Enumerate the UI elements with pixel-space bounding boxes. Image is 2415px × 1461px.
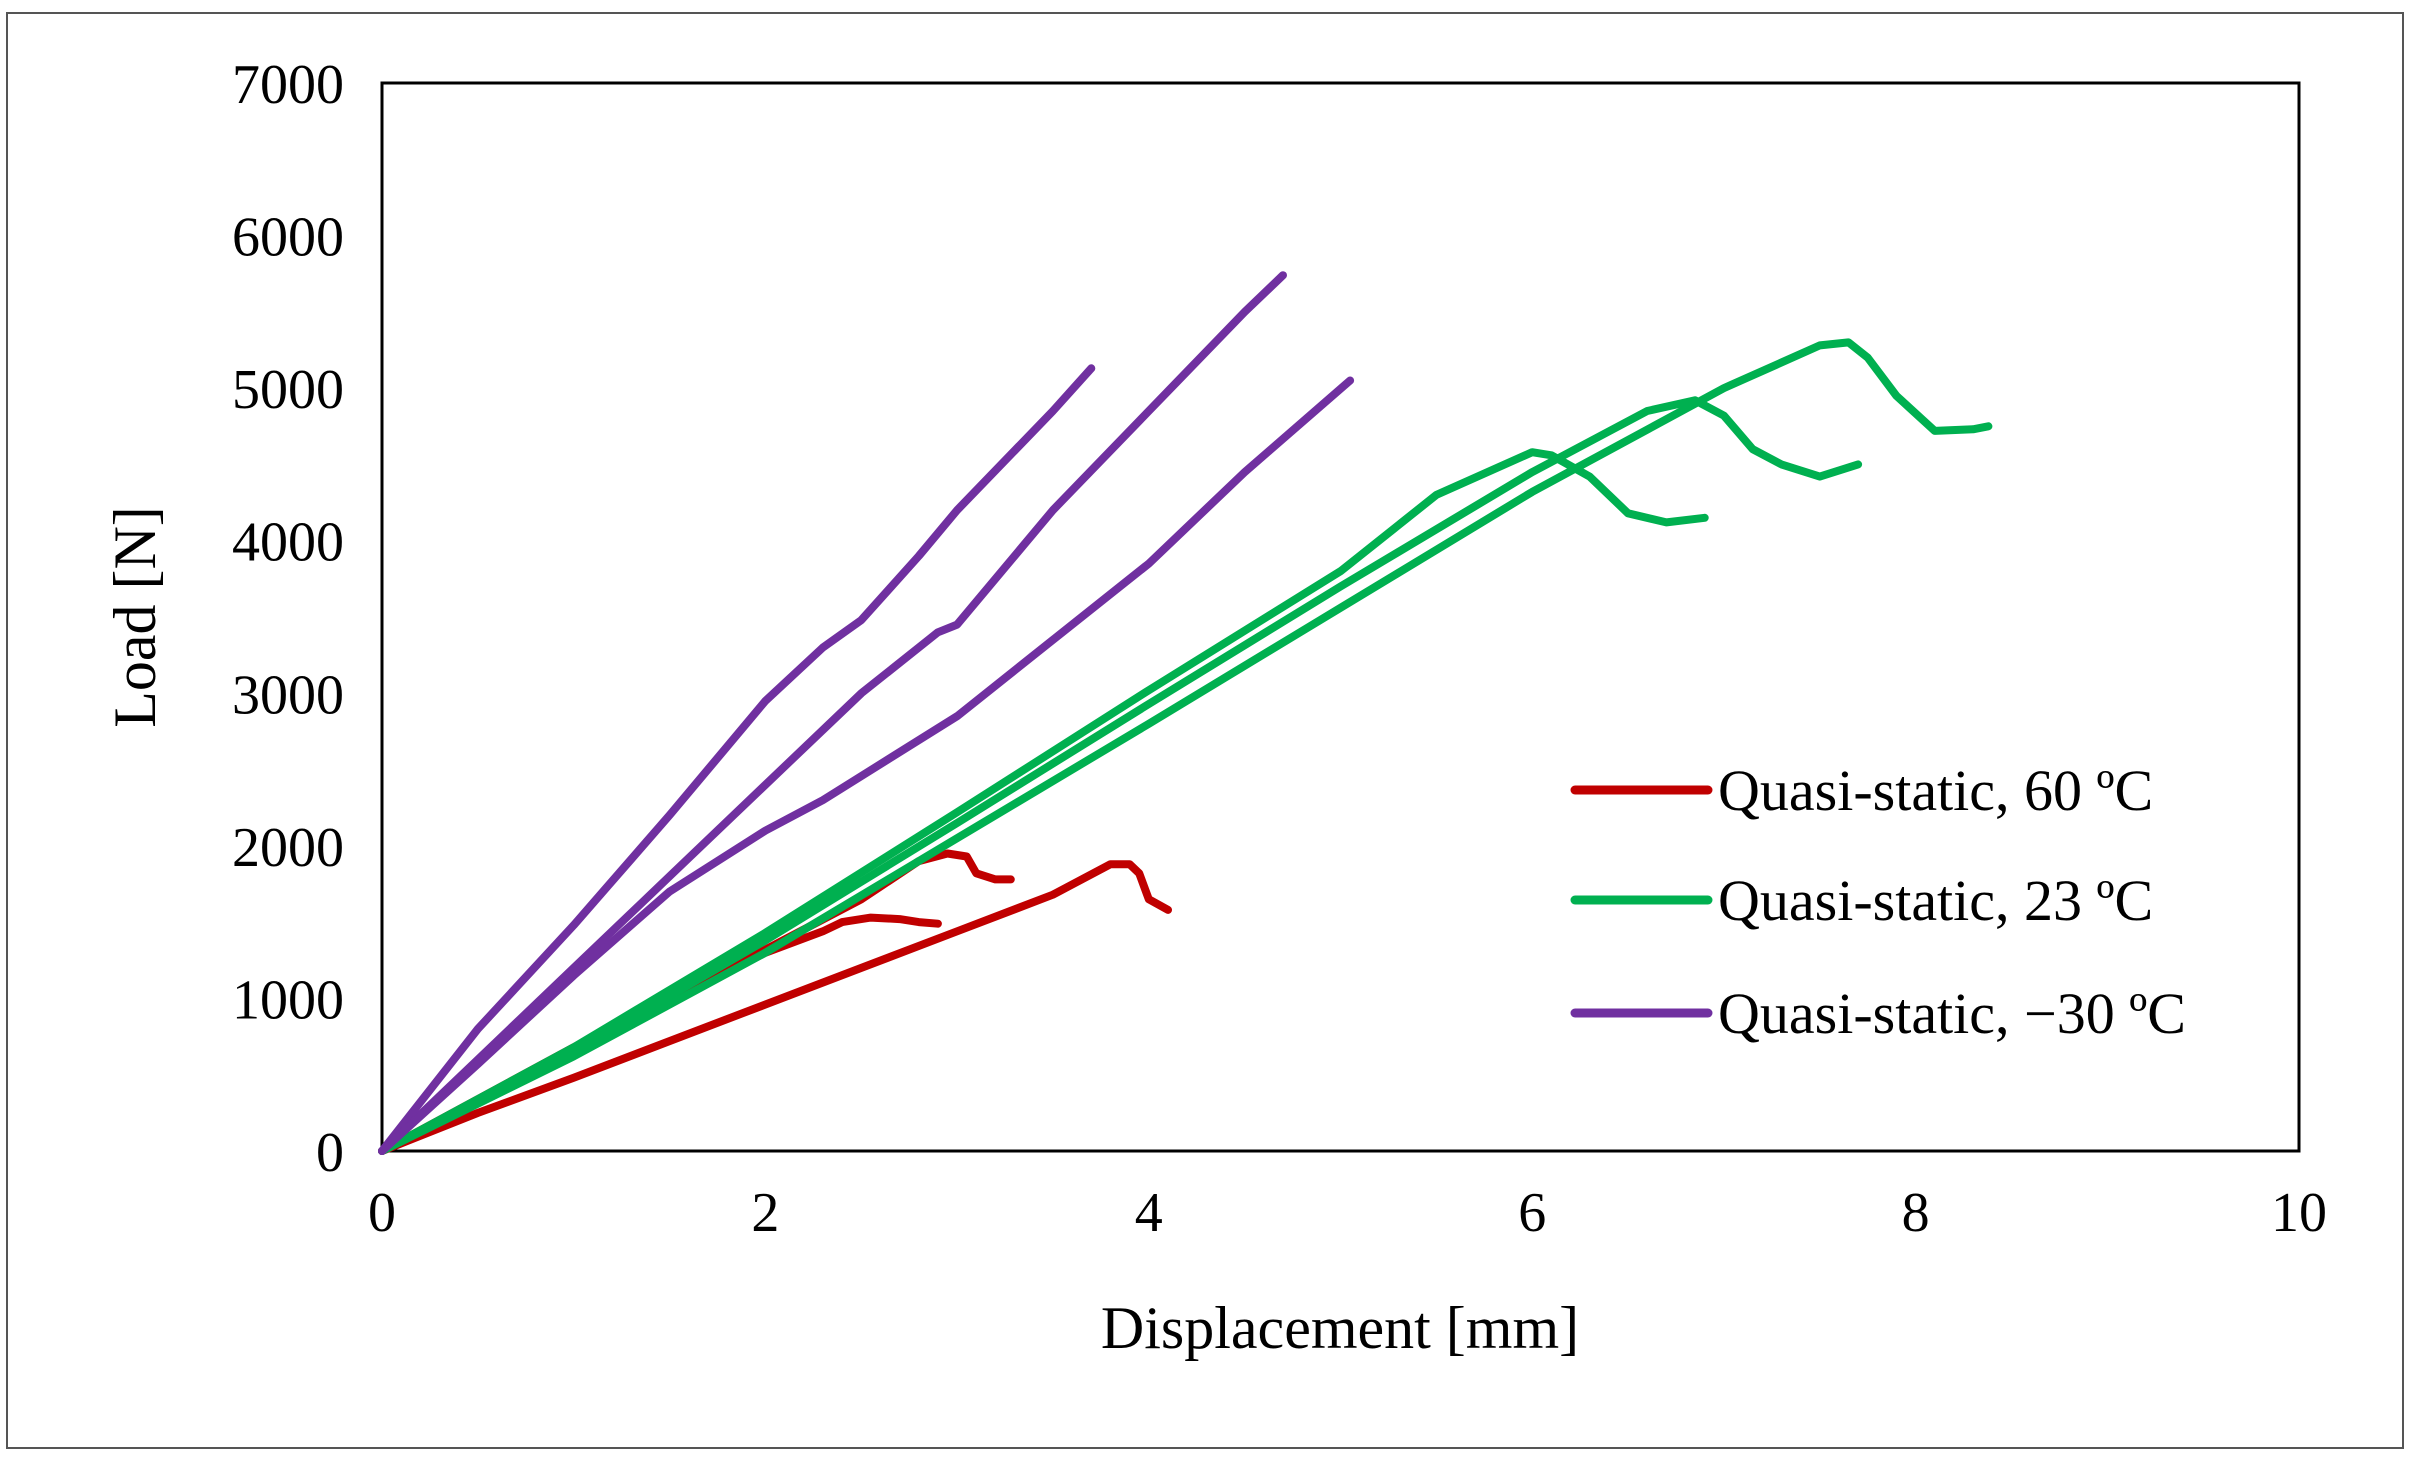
tick-layer: 0 2 4 6 8 10 0 1000 2000 3000 4000 5000 6000 7000 [232,54,2327,1244]
x-tick-label: 0 [368,1182,396,1244]
y-tick-label: 7000 [232,54,344,116]
y-tick-label: 2000 [232,817,344,879]
series-line-1-curve-1 [378,396,1863,1155]
series-line-0-curve-0 [378,860,1172,1155]
x-tick-label: 2 [751,1182,779,1244]
legend-label-minus30c: Quasi-static, −30 ºC [1718,981,2186,1046]
y-tick-label: 1000 [232,969,344,1031]
y-tick-label: 6000 [232,207,344,269]
y-tick-label: 4000 [232,512,344,574]
legend: Quasi-static, 60 ºC Quasi-static, 23 ºC … [1570,758,2186,1046]
chart-frame [6,12,2404,1449]
legend-label-23c: Quasi-static, 23 ºC [1718,868,2153,933]
legend-label-60c: Quasi-static, 60 ºC [1718,758,2153,823]
y-tick-label: 0 [316,1122,344,1184]
series-line-2-curve-2 [378,376,1355,1155]
series-line-1-curve-0 [378,448,1709,1155]
series-line-2-curve-1 [378,271,1287,1155]
x-tick-label: 4 [1135,1182,1163,1244]
x-axis-title: Displacement [mm] [1101,1295,1579,1361]
x-tick-label: 10 [2271,1182,2327,1244]
plot-area [380,81,2301,1153]
y-tick-label: 3000 [232,664,344,726]
x-tick-label: 6 [1518,1182,1546,1244]
series-line-2-curve-0 [378,364,1096,1155]
series-layer [378,271,1993,1155]
y-axis-title: Load [N] [102,506,168,728]
y-tick-label: 5000 [232,359,344,421]
series-line-1-curve-2 [378,338,1993,1155]
x-tick-label: 8 [1902,1182,1930,1244]
